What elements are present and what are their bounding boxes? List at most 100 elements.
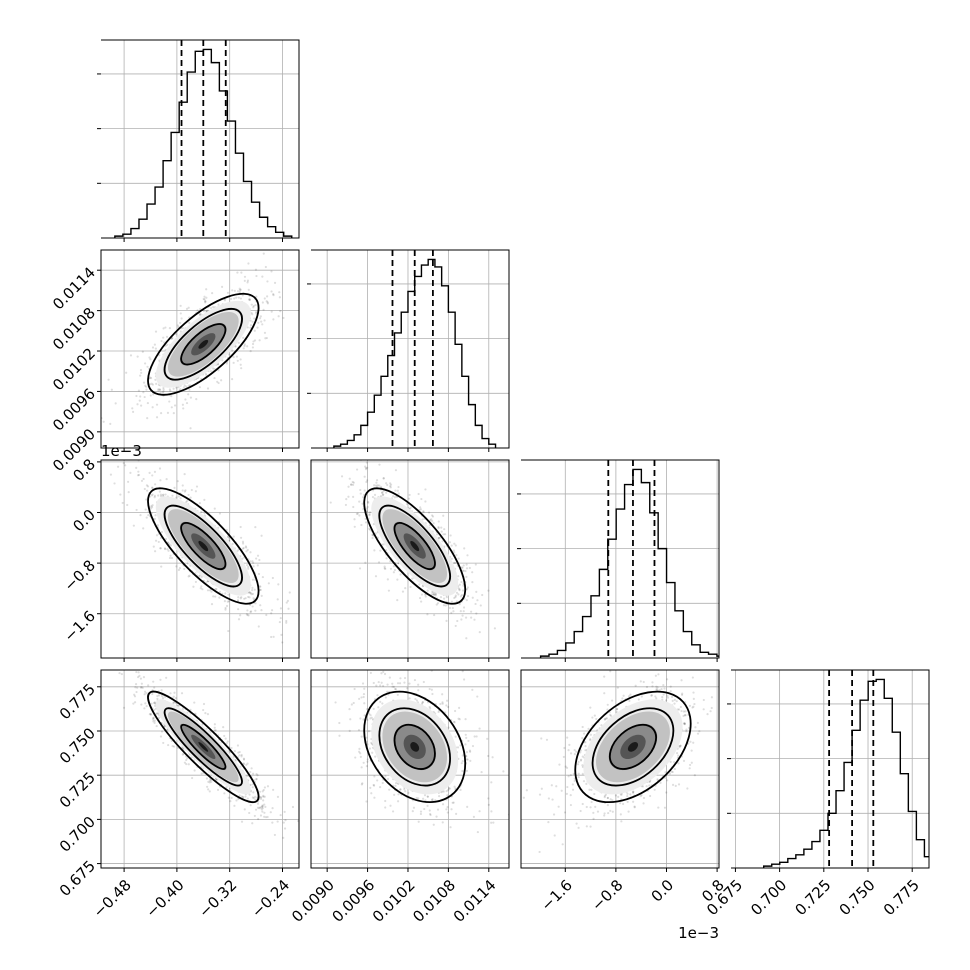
scatter-point <box>158 490 161 493</box>
panel-frame <box>100 669 300 869</box>
scatter-point <box>401 590 405 593</box>
scatter-point <box>250 593 253 596</box>
scatter-point <box>378 484 381 487</box>
panel-2-2 <box>517 459 720 662</box>
scatter-point <box>188 321 191 324</box>
scatter-point <box>372 784 376 787</box>
scatter-point <box>387 589 391 592</box>
scatter-point <box>240 367 243 370</box>
scatter-point <box>282 316 285 320</box>
scatter-point <box>171 744 174 748</box>
scatter-point <box>380 672 383 675</box>
scatter-point <box>155 712 158 715</box>
scatter-point <box>107 378 110 381</box>
scatter-point <box>470 616 473 619</box>
scatter-point <box>369 714 372 717</box>
scatter-point <box>122 462 125 465</box>
scatter-point <box>168 400 171 403</box>
scatter-point <box>146 485 150 488</box>
scatter-point <box>227 600 231 603</box>
scatter-point <box>185 501 188 504</box>
scatter-point <box>260 808 263 811</box>
scatter-point <box>251 605 254 608</box>
scatter-point <box>190 488 193 492</box>
scatter-point <box>254 798 257 801</box>
scatter-point <box>450 557 453 560</box>
scatter-point <box>162 327 165 330</box>
scatter-point <box>181 326 184 330</box>
scatter-point <box>241 294 244 297</box>
scatter-point <box>195 398 198 401</box>
scatter-point <box>110 388 113 391</box>
scatter-point <box>145 498 148 501</box>
scatter-point <box>206 387 210 390</box>
density-layer <box>101 252 285 430</box>
scatter-point <box>237 608 240 611</box>
density-layer <box>329 460 497 640</box>
scatter-point <box>213 729 216 732</box>
contour-line <box>180 723 227 770</box>
scatter-point <box>198 501 202 505</box>
scatter-point <box>236 599 240 602</box>
scatter-point <box>159 388 162 392</box>
contour-line <box>147 690 260 804</box>
scatter-point <box>129 354 133 357</box>
scatter-point <box>391 810 395 813</box>
scatter-point <box>208 790 211 793</box>
scatter-point <box>239 597 242 600</box>
scatter-point <box>256 802 260 805</box>
scatter-point <box>153 517 157 521</box>
scatter-point <box>153 719 156 722</box>
scatter-point <box>384 775 387 778</box>
scatter-point <box>465 567 469 570</box>
scatter-point <box>173 745 176 748</box>
scatter-point <box>239 358 242 361</box>
scatter-point <box>181 753 184 756</box>
scatter-point <box>347 495 350 498</box>
scatter-point <box>373 549 376 552</box>
scatter-point <box>254 303 257 307</box>
scatter-point <box>153 686 156 689</box>
scatter-point <box>150 504 153 508</box>
scatter-point <box>187 575 190 578</box>
panel-frame <box>101 39 300 239</box>
scatter-point <box>348 729 351 732</box>
scatter-point <box>264 816 268 819</box>
scatter-point <box>364 465 367 468</box>
scatter-point <box>241 540 245 543</box>
scatter-point <box>431 515 435 518</box>
scatter-point <box>352 481 355 484</box>
scatter-point <box>458 718 461 721</box>
scatter-point <box>457 587 460 590</box>
scatter-point <box>223 600 227 603</box>
scatter-point <box>434 592 437 595</box>
scatter-point <box>232 355 235 359</box>
scatter-point <box>386 578 389 581</box>
scatter-point <box>151 504 154 507</box>
scatter-point <box>151 406 154 409</box>
scatter-point <box>159 678 162 681</box>
scatter-point <box>162 336 165 339</box>
scatter-point <box>465 755 468 758</box>
scatter-point <box>161 697 165 700</box>
scatter-point <box>370 716 373 719</box>
scatter-point <box>194 580 198 584</box>
contour-line <box>378 504 451 588</box>
scatter-point <box>134 686 137 689</box>
scatter-point <box>406 687 409 690</box>
scatter-point <box>187 384 190 387</box>
scatter-point <box>157 494 160 497</box>
scatter-point <box>432 522 435 525</box>
scatter-point <box>143 707 146 710</box>
scatter-point <box>141 686 144 689</box>
scatter-point <box>365 800 368 803</box>
panel-frame <box>100 459 300 659</box>
scatter-point <box>160 730 164 733</box>
scatter-point <box>259 806 262 809</box>
scatter-point <box>167 743 170 747</box>
scatter-point <box>196 309 199 312</box>
scatter-point <box>399 677 402 680</box>
scatter-point <box>200 576 203 579</box>
scatter-point <box>251 796 254 799</box>
scatter-point <box>261 275 264 278</box>
